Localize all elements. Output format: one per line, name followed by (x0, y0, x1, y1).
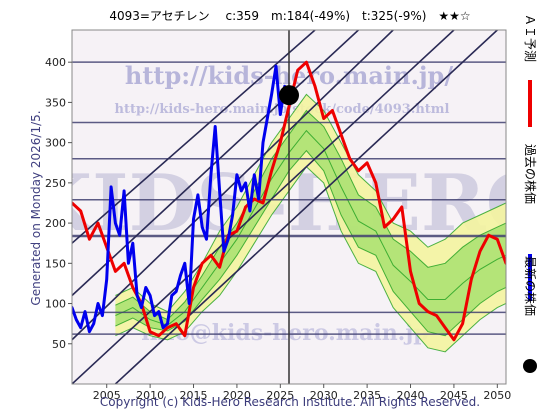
copyright-text: Copyright (c) Kids-Hero Research Institu… (100, 395, 480, 409)
plot-frame (71, 29, 507, 385)
x-tick-label-2045: 2045 (440, 389, 468, 402)
x-tick-label-2030: 2030 (310, 389, 338, 402)
past-price-line (72, 64, 291, 334)
channel-line-1 (72, 30, 455, 384)
y-tick-label-150: 150 (45, 257, 66, 270)
x-axis: 2005 2010 2015 2020 2025 2030 2035 2040 2045 2050 (93, 384, 511, 402)
y-tick-label-300: 300 (45, 137, 66, 150)
ai-forecast-line (72, 60, 506, 342)
y-tick-label-100: 100 (45, 298, 66, 311)
x-tick-label-2040: 2040 (397, 389, 425, 402)
markers (279, 85, 299, 106)
x-tick-label-2035: 2035 (353, 389, 381, 402)
y-tick-label-350: 350 (45, 96, 66, 109)
band-line-mid (115, 129, 506, 326)
y-tick-label-400: 400 (45, 56, 66, 69)
y-tick-label-250: 250 (45, 177, 66, 190)
y-tick-label-200: 200 (45, 217, 66, 230)
x-tick-label-2015: 2015 (180, 389, 208, 402)
legend-label-2: 最新の株価 (523, 256, 538, 316)
x-tick-label-2050: 2050 (483, 389, 511, 402)
x-tick-label-2005: 2005 (93, 389, 121, 402)
legend-label-1: 過去の株価 (523, 144, 538, 204)
y-tick-label-50: 50 (52, 338, 66, 351)
legend-swatch-2 (523, 359, 537, 373)
x-tick-label-2025: 2025 (266, 389, 294, 402)
channel-line-0 (72, 30, 394, 341)
latest-price-dot (279, 85, 299, 106)
x-tick-label-2020: 2020 (223, 389, 251, 402)
chart-title: 4093=アセチレン c:359 m:184(-49%) t:325(-9%) … (109, 9, 470, 23)
x-tick-label-2010: 2010 (136, 389, 164, 402)
legend-label-0: ＡＩ予測 (523, 14, 537, 62)
channel-lines (72, 30, 498, 384)
band-line-inner-high (115, 109, 506, 321)
channel-line-2 (114, 30, 498, 384)
price-series (72, 60, 506, 342)
generated-label: Generated on Monday 2026/1/5. (29, 110, 43, 305)
y-axis: 50 100 150 200 250 300 350 400 (45, 56, 72, 351)
